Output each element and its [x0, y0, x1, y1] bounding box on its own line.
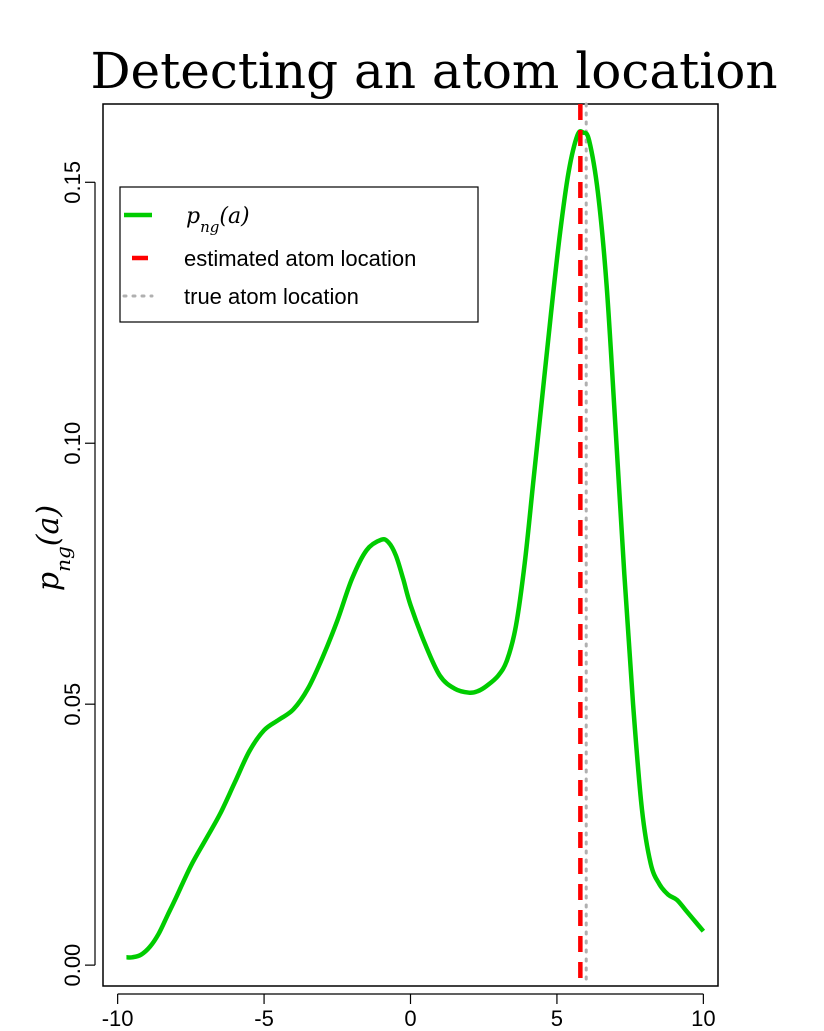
legend-label-density: png(a) — [186, 204, 250, 236]
y-axis-label: png(a) — [31, 505, 75, 591]
legend-math-sub: ng — [200, 218, 219, 236]
y-axis-label-arg: (a) — [31, 505, 66, 546]
legend: png(a) estimated atom location true atom l… — [119, 186, 479, 323]
y-tick-label: 0.15 — [60, 161, 85, 204]
legend-label-true: true atom location — [184, 284, 359, 309]
legend-math-main: p — [186, 204, 200, 229]
y-tick-label: 0.05 — [60, 683, 85, 726]
y-tick-label: 0.00 — [60, 944, 85, 987]
density-curve — [126, 129, 706, 960]
chart-title: Detecting an atom location — [90, 42, 777, 100]
x-tick-label: 10 — [691, 1006, 715, 1031]
x-tick-label: 0 — [404, 1006, 416, 1031]
y-axis: 0.00 0.05 0.10 0.15 — [60, 161, 96, 987]
legend-math-arg: (a) — [219, 204, 249, 229]
y-axis-label-main: p — [31, 572, 66, 591]
plot-frame — [102, 103, 719, 987]
legend-label-estimated: estimated atom location — [184, 246, 416, 271]
x-tick-label: -10 — [102, 1006, 134, 1031]
x-axis: -10 -5 0 5 10 — [102, 993, 716, 1031]
x-tick-label: 5 — [551, 1006, 563, 1031]
legend-box — [119, 186, 479, 323]
x-tick-label: -5 — [254, 1006, 274, 1031]
series-layer — [126, 102, 706, 988]
y-tick-label: 0.10 — [60, 422, 85, 465]
y-axis-label-sub: ng — [51, 546, 75, 572]
